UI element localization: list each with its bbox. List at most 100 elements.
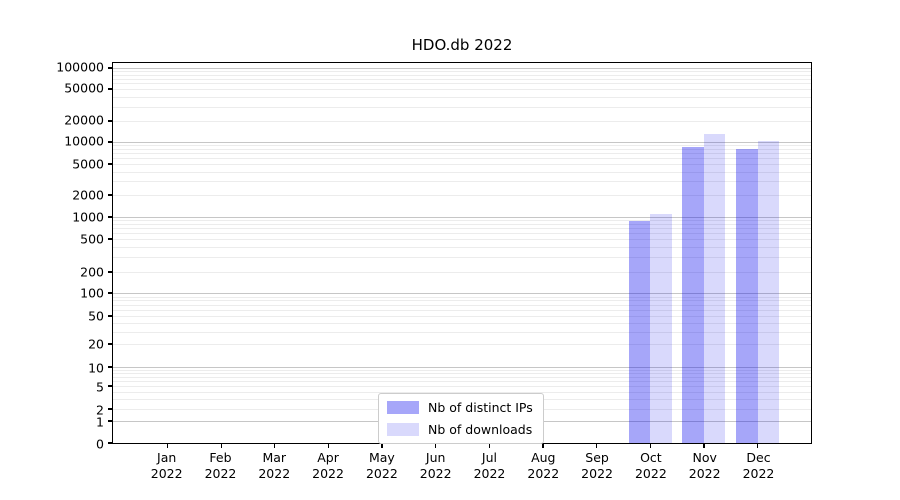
y-tick-label-200: 200 (80, 264, 104, 280)
y-tick-5 (107, 385, 112, 387)
gridline-y-7 (113, 376, 811, 378)
gridline-y-100 (113, 293, 811, 294)
x-tick-label-jun: Jun 2022 (419, 450, 452, 481)
y-tick-2000 (107, 194, 112, 196)
gridline-y-10000 (113, 142, 811, 143)
x-tick-label-feb: Feb 2022 (204, 450, 237, 481)
x-tick-label-mar: Mar 2022 (258, 450, 291, 481)
gridline-y-70 (113, 304, 811, 306)
y-tick-1 (107, 420, 112, 422)
gridline-y-2000 (113, 195, 811, 196)
y-tick-label-10: 10 (88, 360, 104, 376)
gridline-y-700 (113, 228, 811, 230)
chart-title: HDO.db 2022 (411, 36, 513, 54)
y-tick-20 (107, 343, 112, 345)
x-tick-label-oct: Oct 2022 (634, 450, 667, 481)
y-tick-20000 (107, 120, 112, 122)
legend-label-downloads: Nb of downloads (428, 422, 533, 437)
plot-area: Nb of distinct IPs Nb of downloads (107, 62, 812, 449)
x-tick-label-apr: Apr 2022 (312, 450, 344, 481)
bar-oct-2022-downloads (650, 214, 672, 443)
y-tick-label-5: 5 (96, 379, 104, 395)
y-tick-label-10000: 10000 (64, 133, 104, 149)
x-tick-sep-2022 (596, 444, 598, 449)
y-tick-50000 (107, 88, 112, 90)
x-tick-label-sep: Sep 2022 (581, 450, 613, 481)
y-tick-label-20: 20 (88, 336, 104, 352)
x-tick-oct-2022 (649, 444, 651, 449)
y-tick-label-50000: 50000 (64, 80, 104, 96)
gridline-y-10 (113, 367, 811, 368)
bar-nov-2022-downloads (703, 134, 726, 443)
x-tick-jun-2022 (435, 444, 437, 449)
gridline-y-100000 (113, 68, 811, 70)
x-tick-label-nov: Nov 2022 (688, 450, 721, 481)
y-tick-label-50: 50 (88, 308, 104, 324)
x-tick-label-may: May 2022 (365, 450, 398, 481)
y-tick-100 (107, 292, 112, 294)
y-tick-1000 (107, 216, 112, 218)
gridline-y-300 (113, 257, 811, 259)
bar-dec-2022-distinct-ips (736, 149, 758, 443)
y-tick-label-1000: 1000 (72, 209, 104, 225)
x-tick-aug-2022 (542, 444, 544, 449)
x-tick-mar-2022 (274, 444, 276, 449)
gridline-y-50000 (113, 88, 811, 90)
y-tick-10000 (107, 141, 112, 143)
y-axis-tick-labels: 0 1 2 5 10 20 50 100 200 500 1000 2000 5000 10000 2000… (0, 59, 104, 452)
x-tick-label-aug: Aug 2022 (527, 450, 560, 481)
legend: Nb of distinct IPs Nb of downloads (378, 393, 544, 444)
y-tick-label-500: 500 (80, 231, 104, 247)
gridline-y-60000 (113, 83, 811, 85)
y-tick-100000 (107, 67, 112, 69)
legend-label-distinct-ips: Nb of distinct IPs (428, 400, 533, 415)
y-tick-label-0: 0 (96, 436, 104, 452)
y-tick-label-5000: 5000 (72, 156, 104, 172)
x-tick-label-dec: Dec 2022 (742, 450, 775, 481)
y-tick-500 (107, 238, 112, 240)
gridline-y-800 (113, 224, 811, 226)
bar-dec-2022-downloads (757, 140, 780, 443)
gridline-y-6000 (113, 158, 811, 160)
gridline-y-8 (113, 373, 811, 375)
gridline-y-40 (113, 322, 811, 324)
gridline-y-20 (113, 344, 811, 345)
x-tick-label-jan: Jan 2022 (150, 450, 183, 481)
gridline-y-9000 (113, 145, 811, 147)
gridline-y-5000 (113, 164, 811, 165)
y-tick-label-1: 1 (96, 414, 104, 430)
gridline-y-40000 (113, 96, 811, 98)
gridline-y-3000 (113, 181, 811, 183)
y-tick-label-100000: 100000 (56, 59, 104, 75)
y-tick-10 (107, 366, 112, 368)
x-axis-tick-labels: Jan 2022 Feb 2022 Mar 2022 Apr 2022 May 2022… (112, 450, 812, 484)
y-tick-200 (107, 271, 112, 273)
gridline-y-80000 (113, 74, 811, 76)
gridline-y-60 (113, 309, 811, 311)
x-tick-nov-2022 (703, 444, 705, 449)
bar-nov-2022-distinct-ips (682, 147, 704, 443)
gridline-y-50 (113, 316, 811, 317)
legend-item-downloads: Nb of downloads (387, 422, 533, 437)
gridline-y-80 (113, 300, 811, 302)
y-tick-label-20000: 20000 (64, 112, 104, 128)
gridline-y-70000 (113, 78, 811, 80)
gridline-y-20000 (113, 120, 811, 122)
gridline-y-4 (113, 391, 811, 393)
gridline-y-30 (113, 331, 811, 333)
gridline-y-4000 (113, 171, 811, 173)
gridline-y-5 (113, 386, 811, 387)
x-tick-apr-2022 (327, 444, 330, 449)
y-tick-50 (107, 315, 112, 317)
gridline-y-200 (113, 272, 811, 273)
y-tick-0 (107, 442, 112, 444)
gridline-y-500 (113, 239, 811, 241)
gridline-y-9 (113, 369, 811, 371)
y-tick-5000 (107, 163, 112, 165)
gridline-y-90000 (113, 71, 811, 73)
y-tick-label-2000: 2000 (72, 187, 104, 203)
y-tick-2 (107, 408, 112, 410)
y-tick-label-2: 2 (96, 402, 104, 418)
bar-oct-2022-distinct-ips (628, 221, 651, 443)
